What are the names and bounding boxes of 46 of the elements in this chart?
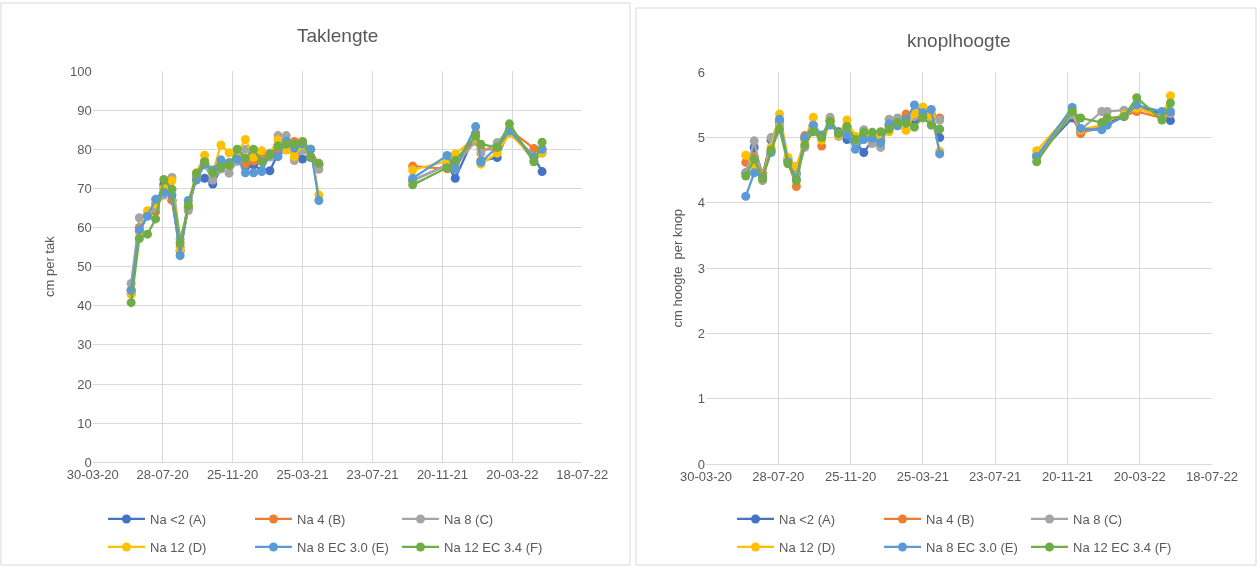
legend-label: Na 12 EC 3.4 (F) [1073, 540, 1172, 556]
x-tick-label: 23-07-21 [969, 468, 1022, 484]
y-tick-label: 20 [77, 376, 92, 392]
x-tick-label: 25-03-21 [896, 468, 949, 484]
y-tick-label: 10 [77, 415, 92, 431]
x-tick-label: 28-07-20 [752, 468, 805, 484]
y-tick-label: 40 [77, 298, 92, 314]
x-tick-label: 20-03-22 [1113, 468, 1166, 484]
x-tick-label: 25-11-20 [207, 466, 259, 482]
legend-label: Na 12 (D) [150, 540, 207, 556]
y-axis-title: cm per tak [41, 235, 57, 297]
legend-label: Na 4 (B) [926, 512, 975, 528]
x-tick-label: 23-07-21 [346, 466, 399, 482]
x-tick-label: 18-07-22 [1185, 468, 1239, 484]
legend-label: Na 8 (C) [444, 512, 494, 528]
chart-title: knoplhoogte [907, 30, 1011, 51]
chart-title: Taklengte [297, 25, 379, 46]
y-tick-label: 80 [77, 141, 92, 157]
y-tick-label: 2 [697, 325, 705, 341]
y-tick-label: 90 [77, 102, 92, 118]
legend-label: Na <2 (A) [779, 512, 835, 528]
y-tick-label: 1 [697, 391, 705, 407]
x-tick-label: 18-07-22 [556, 466, 609, 482]
legend-label: Na 4 (B) [297, 512, 346, 528]
y-tick-label: 4 [697, 195, 705, 211]
y-tick-label: 100 [70, 63, 92, 79]
y-tick-label: 5 [697, 130, 705, 146]
x-tick-label: 28-07-20 [136, 466, 189, 482]
x-tick-label: 20-03-22 [486, 466, 539, 482]
y-tick-label: 70 [77, 180, 92, 196]
y-tick-label: 3 [697, 260, 705, 276]
y-tick-label: 6 [697, 64, 705, 80]
legend-label: Na 8 (C) [1073, 512, 1123, 528]
x-tick-label: 25-03-21 [276, 466, 329, 482]
legend-label: Na <2 (A) [150, 512, 206, 528]
x-tick-label: 20-11-21 [1041, 468, 1093, 484]
x-tick-label: 20-11-21 [416, 466, 468, 482]
y-axis-title: cm hoogte per knop [669, 208, 685, 328]
x-tick-label: 25-11-20 [825, 468, 877, 484]
legend-label: Na 12 (D) [779, 540, 836, 556]
legend-label: Na 8 EC 3.0 (E) [926, 540, 1018, 556]
legend-label: Na 8 EC 3.0 (E) [297, 540, 389, 556]
y-tick-label: 50 [77, 259, 92, 275]
y-tick-label: 30 [77, 337, 92, 353]
y-tick-label: 60 [77, 220, 92, 236]
legend-label: Na 12 EC 3.4 (F) [444, 540, 543, 556]
